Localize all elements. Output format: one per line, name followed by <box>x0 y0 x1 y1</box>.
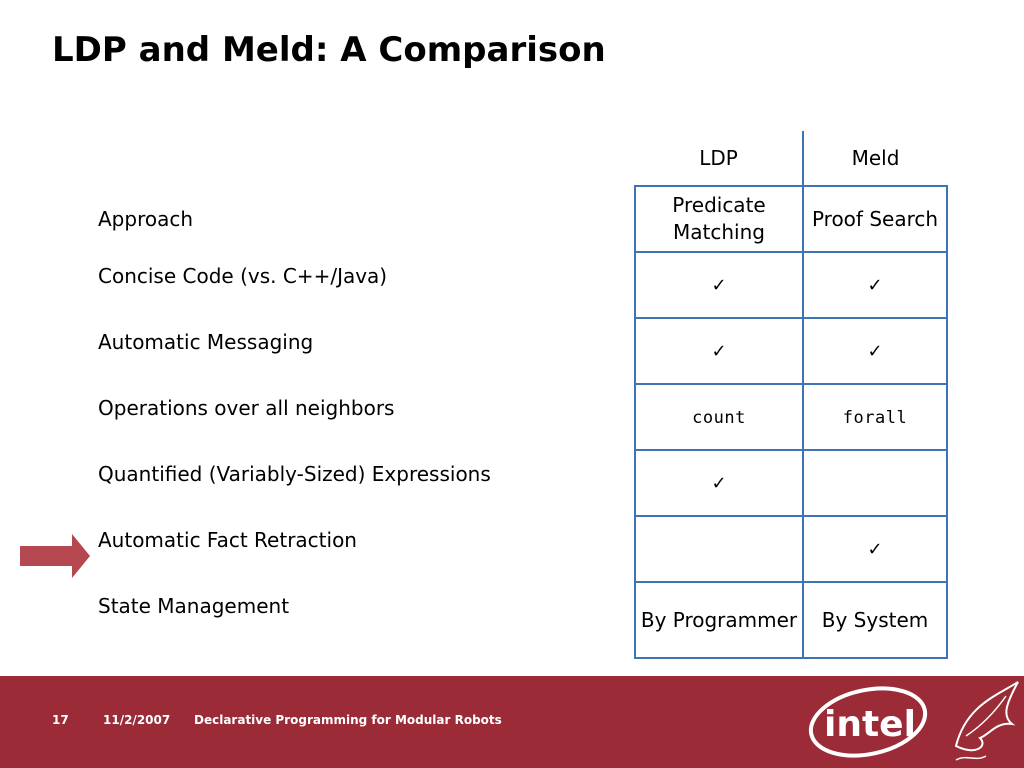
meld-cell: ✓ <box>802 515 948 583</box>
intel-logo: intel <box>808 681 1019 761</box>
table-row: Approach Predicate Matching Proof Search <box>90 185 948 253</box>
row-label: Concise Code (vs. C++/Java) <box>98 264 388 288</box>
meld-cell <box>802 449 948 517</box>
pointer-arrow-icon <box>20 534 90 578</box>
check-icon: ✓ <box>867 341 883 362</box>
code-forall: forall <box>842 407 908 428</box>
row-label: Automatic Fact Retraction <box>98 528 357 552</box>
table-row: Automatic Fact Retraction ✓ <box>90 515 948 583</box>
table-row: Concise Code (vs. C++/Java) ✓ ✓ <box>90 251 948 319</box>
ldp-cell: ✓ <box>634 317 804 385</box>
footer-title: Declarative Programming for Modular Robo… <box>194 713 502 727</box>
intel-logo-text: intel <box>824 704 916 745</box>
slide-title: LDP and Meld: A Comparison <box>52 30 606 70</box>
column-header-ldp: LDP <box>635 131 804 186</box>
table-row: Operations over all neighbors count fora… <box>90 383 948 451</box>
check-icon: ✓ <box>867 275 883 296</box>
ldp-cell: Predicate Matching <box>634 185 804 253</box>
row-label: Automatic Messaging <box>98 330 314 354</box>
table-row: State Management By Programmer By System <box>90 581 948 659</box>
meld-cell: By System <box>802 581 948 659</box>
row-label: Quantified (Variably-Sized) Expressions <box>98 462 491 486</box>
table-row: Quantified (Variably-Sized) Expressions … <box>90 449 948 517</box>
ldp-cell: ✓ <box>634 251 804 319</box>
table-header-row: LDP Meld <box>90 131 947 186</box>
meld-cell: ✓ <box>802 251 948 319</box>
header-empty-cell <box>90 131 635 186</box>
ldp-cell: ✓ <box>634 449 804 517</box>
check-icon: ✓ <box>711 341 727 362</box>
row-label: Approach <box>98 207 194 231</box>
meld-cell: Proof Search <box>802 185 948 253</box>
comparison-table: LDP Meld Approach Predicate Matching Pro… <box>90 131 948 659</box>
footer-bar: 17 11/2/2007 Declarative Programming for… <box>0 676 1024 768</box>
ldp-cell <box>634 515 804 583</box>
ldp-cell: By Programmer <box>634 581 804 659</box>
ldp-cell: count <box>634 383 804 451</box>
row-label: State Management <box>98 594 290 618</box>
column-header-meld: Meld <box>851 145 900 170</box>
footer-date: 11/2/2007 <box>103 713 171 727</box>
check-icon: ✓ <box>711 275 727 296</box>
meld-cell: forall <box>802 383 948 451</box>
meld-cell: ✓ <box>802 317 948 385</box>
check-icon: ✓ <box>867 539 883 560</box>
row-label: Operations over all neighbors <box>98 396 395 420</box>
slide-number: 17 <box>52 713 69 727</box>
table-row: Automatic Messaging ✓ ✓ <box>90 317 948 385</box>
code-count: count <box>692 407 746 428</box>
check-icon: ✓ <box>711 473 727 494</box>
